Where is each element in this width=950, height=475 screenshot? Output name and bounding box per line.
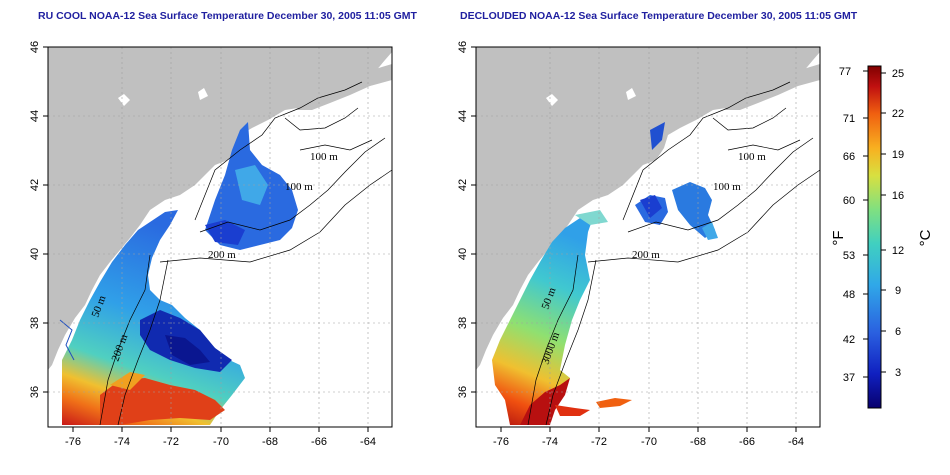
contour-label: 200 m: [632, 249, 660, 261]
lat-tick: 42: [457, 179, 469, 191]
lon-tick: -64: [360, 436, 376, 448]
celsius-tick: 22: [892, 108, 904, 120]
celsius-tick: 19: [892, 149, 904, 161]
lon-tick: -70: [641, 436, 657, 448]
celsius-tick: 6: [895, 326, 901, 338]
nova-scotia: [718, 64, 820, 110]
contour-label: 100 m: [713, 181, 741, 193]
lat-tick: 44: [457, 110, 469, 122]
fahrenheit-tick: 60: [843, 195, 855, 207]
right-panel-title: DECLOUDED NOAA-12 Sea Surface Temperatur…: [460, 10, 858, 22]
celsius-tick: 12: [892, 245, 904, 257]
fahrenheit-tick: 71: [843, 113, 855, 125]
fahrenheit-tick: 37: [843, 372, 855, 384]
lon-axis: -76 -74 -72 -70 -68 -66 -64: [493, 436, 804, 448]
fahrenheit-label: °F: [830, 230, 847, 245]
lat-axis: 46 44 42 40 38 36: [29, 41, 41, 398]
land-mass: [476, 47, 820, 370]
colorbar-gradient: [867, 65, 882, 409]
lat-tick: 40: [29, 248, 41, 260]
celsius-tick: 9: [895, 285, 901, 297]
lat-tick: 46: [457, 41, 469, 53]
left-map: 100 m 100 m 200 m 50 m 200 m: [29, 41, 393, 448]
left-panel-title: RU COOL NOAA-12 Sea Surface Temperature …: [38, 10, 417, 22]
lon-tick: -74: [542, 436, 558, 448]
lon-tick: -72: [591, 436, 607, 448]
lon-tick: -70: [213, 436, 229, 448]
fahrenheit-tick: 66: [843, 151, 855, 163]
lat-tick: 38: [29, 317, 41, 329]
lon-tick: -76: [65, 436, 81, 448]
lon-tick: -74: [114, 436, 130, 448]
lon-tick: -64: [788, 436, 804, 448]
celsius-tick: 16: [892, 190, 904, 202]
fahrenheit-tick: 77: [839, 66, 851, 78]
lat-tick: 42: [29, 179, 41, 191]
contour-label: 200 m: [208, 249, 236, 261]
lat-axis: 46 44 42 40 38 36: [457, 41, 469, 398]
lat-tick: 46: [29, 41, 41, 53]
lat-tick: 38: [457, 317, 469, 329]
fahrenheit-tick: 53: [843, 250, 855, 262]
lon-tick: -72: [163, 436, 179, 448]
land-mass: [48, 47, 392, 370]
fahrenheit-tick: 42: [843, 334, 855, 346]
lat-tick: 36: [457, 386, 469, 398]
celsius-tick: 3: [895, 367, 901, 379]
contour-label: 100 m: [738, 151, 766, 163]
lon-tick: -76: [493, 436, 509, 448]
lat-tick: 40: [457, 248, 469, 260]
lon-tick: -66: [739, 436, 755, 448]
right-map: 100 m 100 m 200 m 50 m 3000 m: [457, 41, 821, 448]
lon-tick: -68: [262, 436, 278, 448]
lon-axis: -76 -74 -72 -70 -68 -66 -64: [65, 436, 376, 448]
colorbar: 77 71 66 60 53 48 42 37 25 22 19 16 12 9…: [830, 65, 934, 409]
contour-label: 100 m: [310, 151, 338, 163]
celsius-label: °C: [917, 229, 934, 246]
sst-data: [492, 212, 595, 425]
lon-tick: -66: [311, 436, 327, 448]
lon-tick: -68: [690, 436, 706, 448]
nova-scotia: [290, 64, 392, 110]
lat-tick: 44: [29, 110, 41, 122]
celsius-tick: 25: [892, 68, 904, 80]
fahrenheit-tick: 48: [843, 289, 855, 301]
contour-label: 100 m: [285, 181, 313, 193]
lat-tick: 36: [29, 386, 41, 398]
